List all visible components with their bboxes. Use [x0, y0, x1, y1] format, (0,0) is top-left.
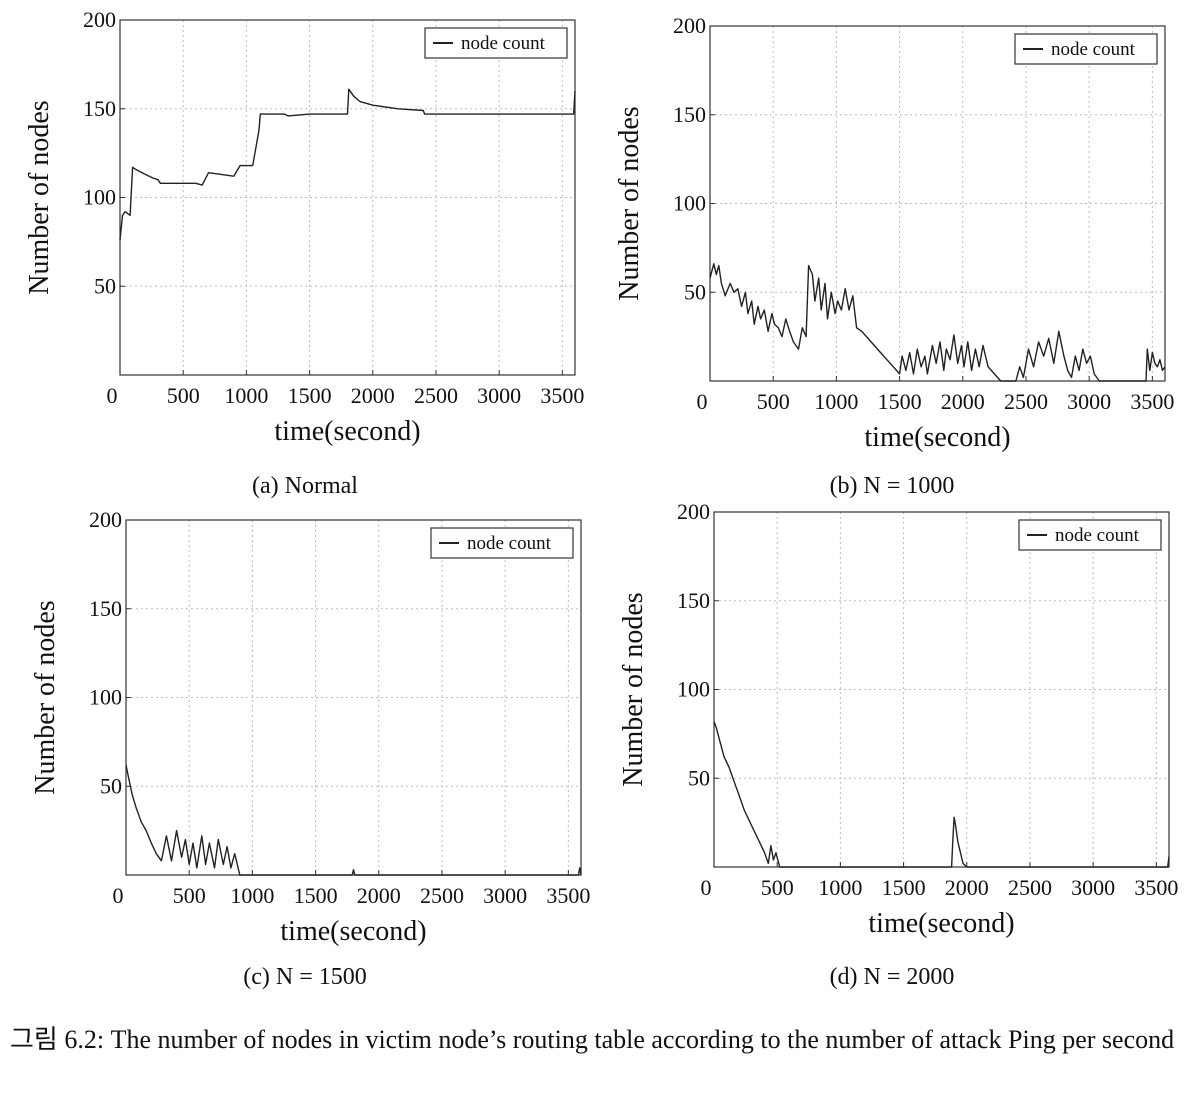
x-tick-label: 1500 [878, 389, 922, 414]
y-tick-label: 200 [673, 16, 706, 38]
legend-label: node count [1055, 525, 1140, 546]
chart-a: 0 500 1000 1500 2000 2500 3000 3500 50 100 150 200 t… [24, 7, 584, 447]
x-tick-label: 2500 [1008, 875, 1052, 900]
figure-caption: 그림 6.2: The number of nodes in victim no… [10, 1025, 1175, 1054]
subcaption-b: (b) N = 1000 [829, 473, 955, 499]
y-axis-label: Number of nodes [30, 600, 61, 794]
y-tick-label: 150 [673, 102, 706, 127]
x-tick-label: 1000 [230, 883, 274, 908]
legend: node count [430, 527, 574, 559]
y-axis-label: Number of nodes [24, 100, 55, 294]
chart-panel-b: 0 500 1000 1500 2000 2500 3000 3500 50 100 150 200 t… [600, 13, 1180, 461]
legend-label: node count [1051, 39, 1136, 60]
x-tick-label: 3500 [546, 883, 590, 908]
y-tick-label: 100 [83, 185, 116, 210]
x-tick-label: 3000 [1071, 875, 1115, 900]
legend-box [424, 27, 568, 59]
x-tick-label: 1000 [814, 389, 858, 414]
y-tick-label: 200 [83, 10, 116, 32]
legend-label: node count [467, 533, 552, 554]
x-tick-label: 500 [167, 383, 200, 408]
chart-d: 0 500 1000 1500 2000 2500 3000 3500 50 100 150 200 t… [618, 499, 1178, 939]
x-axis-label: time(second) [280, 916, 426, 947]
x-tick-label: 2000 [351, 383, 395, 408]
x-tick-label: 500 [173, 883, 206, 908]
x-tick-label: 0 [697, 389, 708, 414]
series-line-node-count [713, 721, 1170, 868]
chart-panel-d: 0 500 1000 1500 2000 2500 3000 3500 50 100 150 200 t… [604, 499, 1184, 947]
x-tick-label: 500 [757, 389, 790, 414]
chart-panel-a: 0 500 1000 1500 2000 2500 3000 3500 50 100 150 200 t… [10, 7, 590, 455]
y-tick-label: 200 [677, 502, 710, 524]
x-tick-label: 1000 [224, 383, 268, 408]
y-tick-label: 150 [83, 96, 116, 121]
x-axis-label: time(second) [864, 422, 1010, 453]
x-tick-label: 0 [701, 875, 712, 900]
y-tick-label: 100 [673, 191, 706, 216]
subcaption-d: (d) N = 2000 [829, 964, 955, 990]
x-tick-label: 1500 [882, 875, 926, 900]
series-line-node-count [119, 88, 576, 241]
x-axis-label: time(second) [274, 416, 420, 447]
x-tick-label: 1000 [818, 875, 862, 900]
x-tick-label: 2000 [357, 883, 401, 908]
x-tick-label: 1500 [288, 383, 332, 408]
legend-label: node count [461, 33, 546, 54]
legend: node count [1014, 33, 1158, 65]
chart-b: 0 500 1000 1500 2000 2500 3000 3500 50 100 150 200 t… [614, 13, 1174, 453]
y-tick-label: 100 [89, 685, 122, 710]
y-tick-label: 50 [688, 765, 710, 790]
legend: node count [1018, 519, 1162, 551]
x-tick-label: 2500 [414, 383, 458, 408]
x-tick-label: 2000 [945, 875, 989, 900]
subcaption-a: (a) Normal [252, 473, 358, 499]
x-tick-label: 3000 [1067, 389, 1111, 414]
chart-panel-c: 0 500 1000 1500 2000 2500 3000 3500 50 100 150 200 t… [16, 507, 596, 955]
y-tick-label: 100 [677, 677, 710, 702]
x-tick-label: 500 [761, 875, 794, 900]
x-tick-label: 3000 [477, 383, 521, 408]
y-tick-label: 150 [677, 588, 710, 613]
x-tick-label: 3500 [1134, 875, 1178, 900]
y-axis-label: Number of nodes [614, 106, 645, 300]
x-tick-label: 0 [113, 883, 124, 908]
x-tick-label: 3500 [1130, 389, 1174, 414]
x-tick-label: 2500 [420, 883, 464, 908]
series-line-node-count [125, 764, 582, 876]
x-tick-label: 2500 [1004, 389, 1048, 414]
y-tick-label: 50 [684, 279, 706, 304]
y-tick-label: 150 [89, 596, 122, 621]
x-tick-label: 1500 [294, 883, 338, 908]
x-tick-label: 2000 [941, 389, 985, 414]
y-axis-label: Number of nodes [618, 592, 649, 786]
subcaption-c: (c) N = 1500 [243, 964, 367, 990]
chart-c: 0 500 1000 1500 2000 2500 3000 3500 50 100 150 200 t… [30, 507, 590, 947]
y-tick-label: 50 [94, 273, 116, 298]
x-tick-label: 3000 [483, 883, 527, 908]
x-axis-label: time(second) [868, 908, 1014, 939]
series-line-node-count [709, 263, 1166, 382]
x-tick-label: 0 [107, 383, 118, 408]
legend: node count [424, 27, 568, 59]
x-tick-label: 3500 [540, 383, 584, 408]
y-tick-label: 200 [89, 510, 122, 532]
y-tick-label: 50 [100, 773, 122, 798]
